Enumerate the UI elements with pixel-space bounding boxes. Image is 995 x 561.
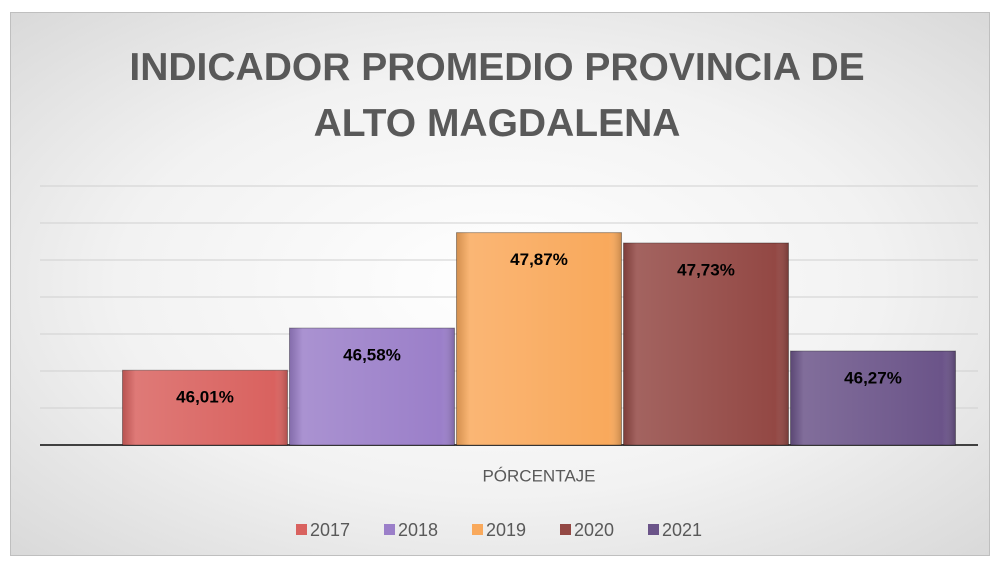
legend-marker [296,524,307,535]
data-label: 47,73% [677,260,735,279]
bar-shade [289,328,455,445]
legend-marker [472,524,483,535]
legend-marker [648,524,659,535]
legend-label: 2021 [662,520,702,540]
legend-marker [560,524,571,535]
x-tick-label: PÓRCENTAJE [482,466,595,485]
bar-shade [790,351,956,445]
data-label: 46,27% [844,369,902,388]
legend-marker [384,524,395,535]
legend-label: 2019 [486,520,526,540]
legend-label: 2017 [310,520,350,540]
bar-shade [623,242,789,445]
chart-title: INDICADOR PROMEDIO PROVINCIA DE ALTO MAG… [129,46,865,145]
data-label: 46,01% [176,388,234,407]
bar-shade [456,232,622,445]
data-label: 46,58% [343,346,401,365]
data-label: 47,87% [510,250,568,269]
bar-shade [122,370,288,445]
legend-label: 2020 [574,520,614,540]
legend-label: 2018 [398,520,438,540]
